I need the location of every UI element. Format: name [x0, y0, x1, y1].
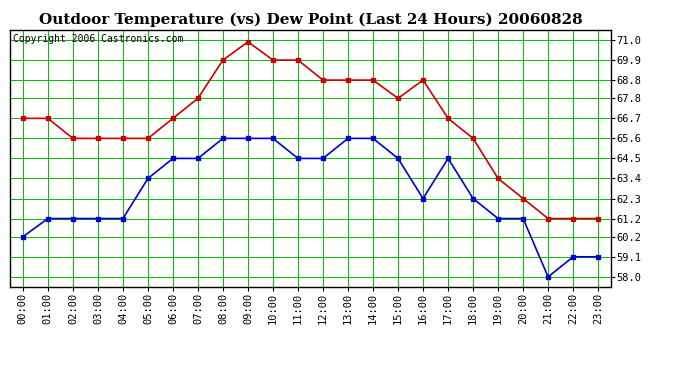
Text: Copyright 2006 Castronics.com: Copyright 2006 Castronics.com — [13, 34, 184, 44]
Title: Outdoor Temperature (vs) Dew Point (Last 24 Hours) 20060828: Outdoor Temperature (vs) Dew Point (Last… — [39, 13, 582, 27]
